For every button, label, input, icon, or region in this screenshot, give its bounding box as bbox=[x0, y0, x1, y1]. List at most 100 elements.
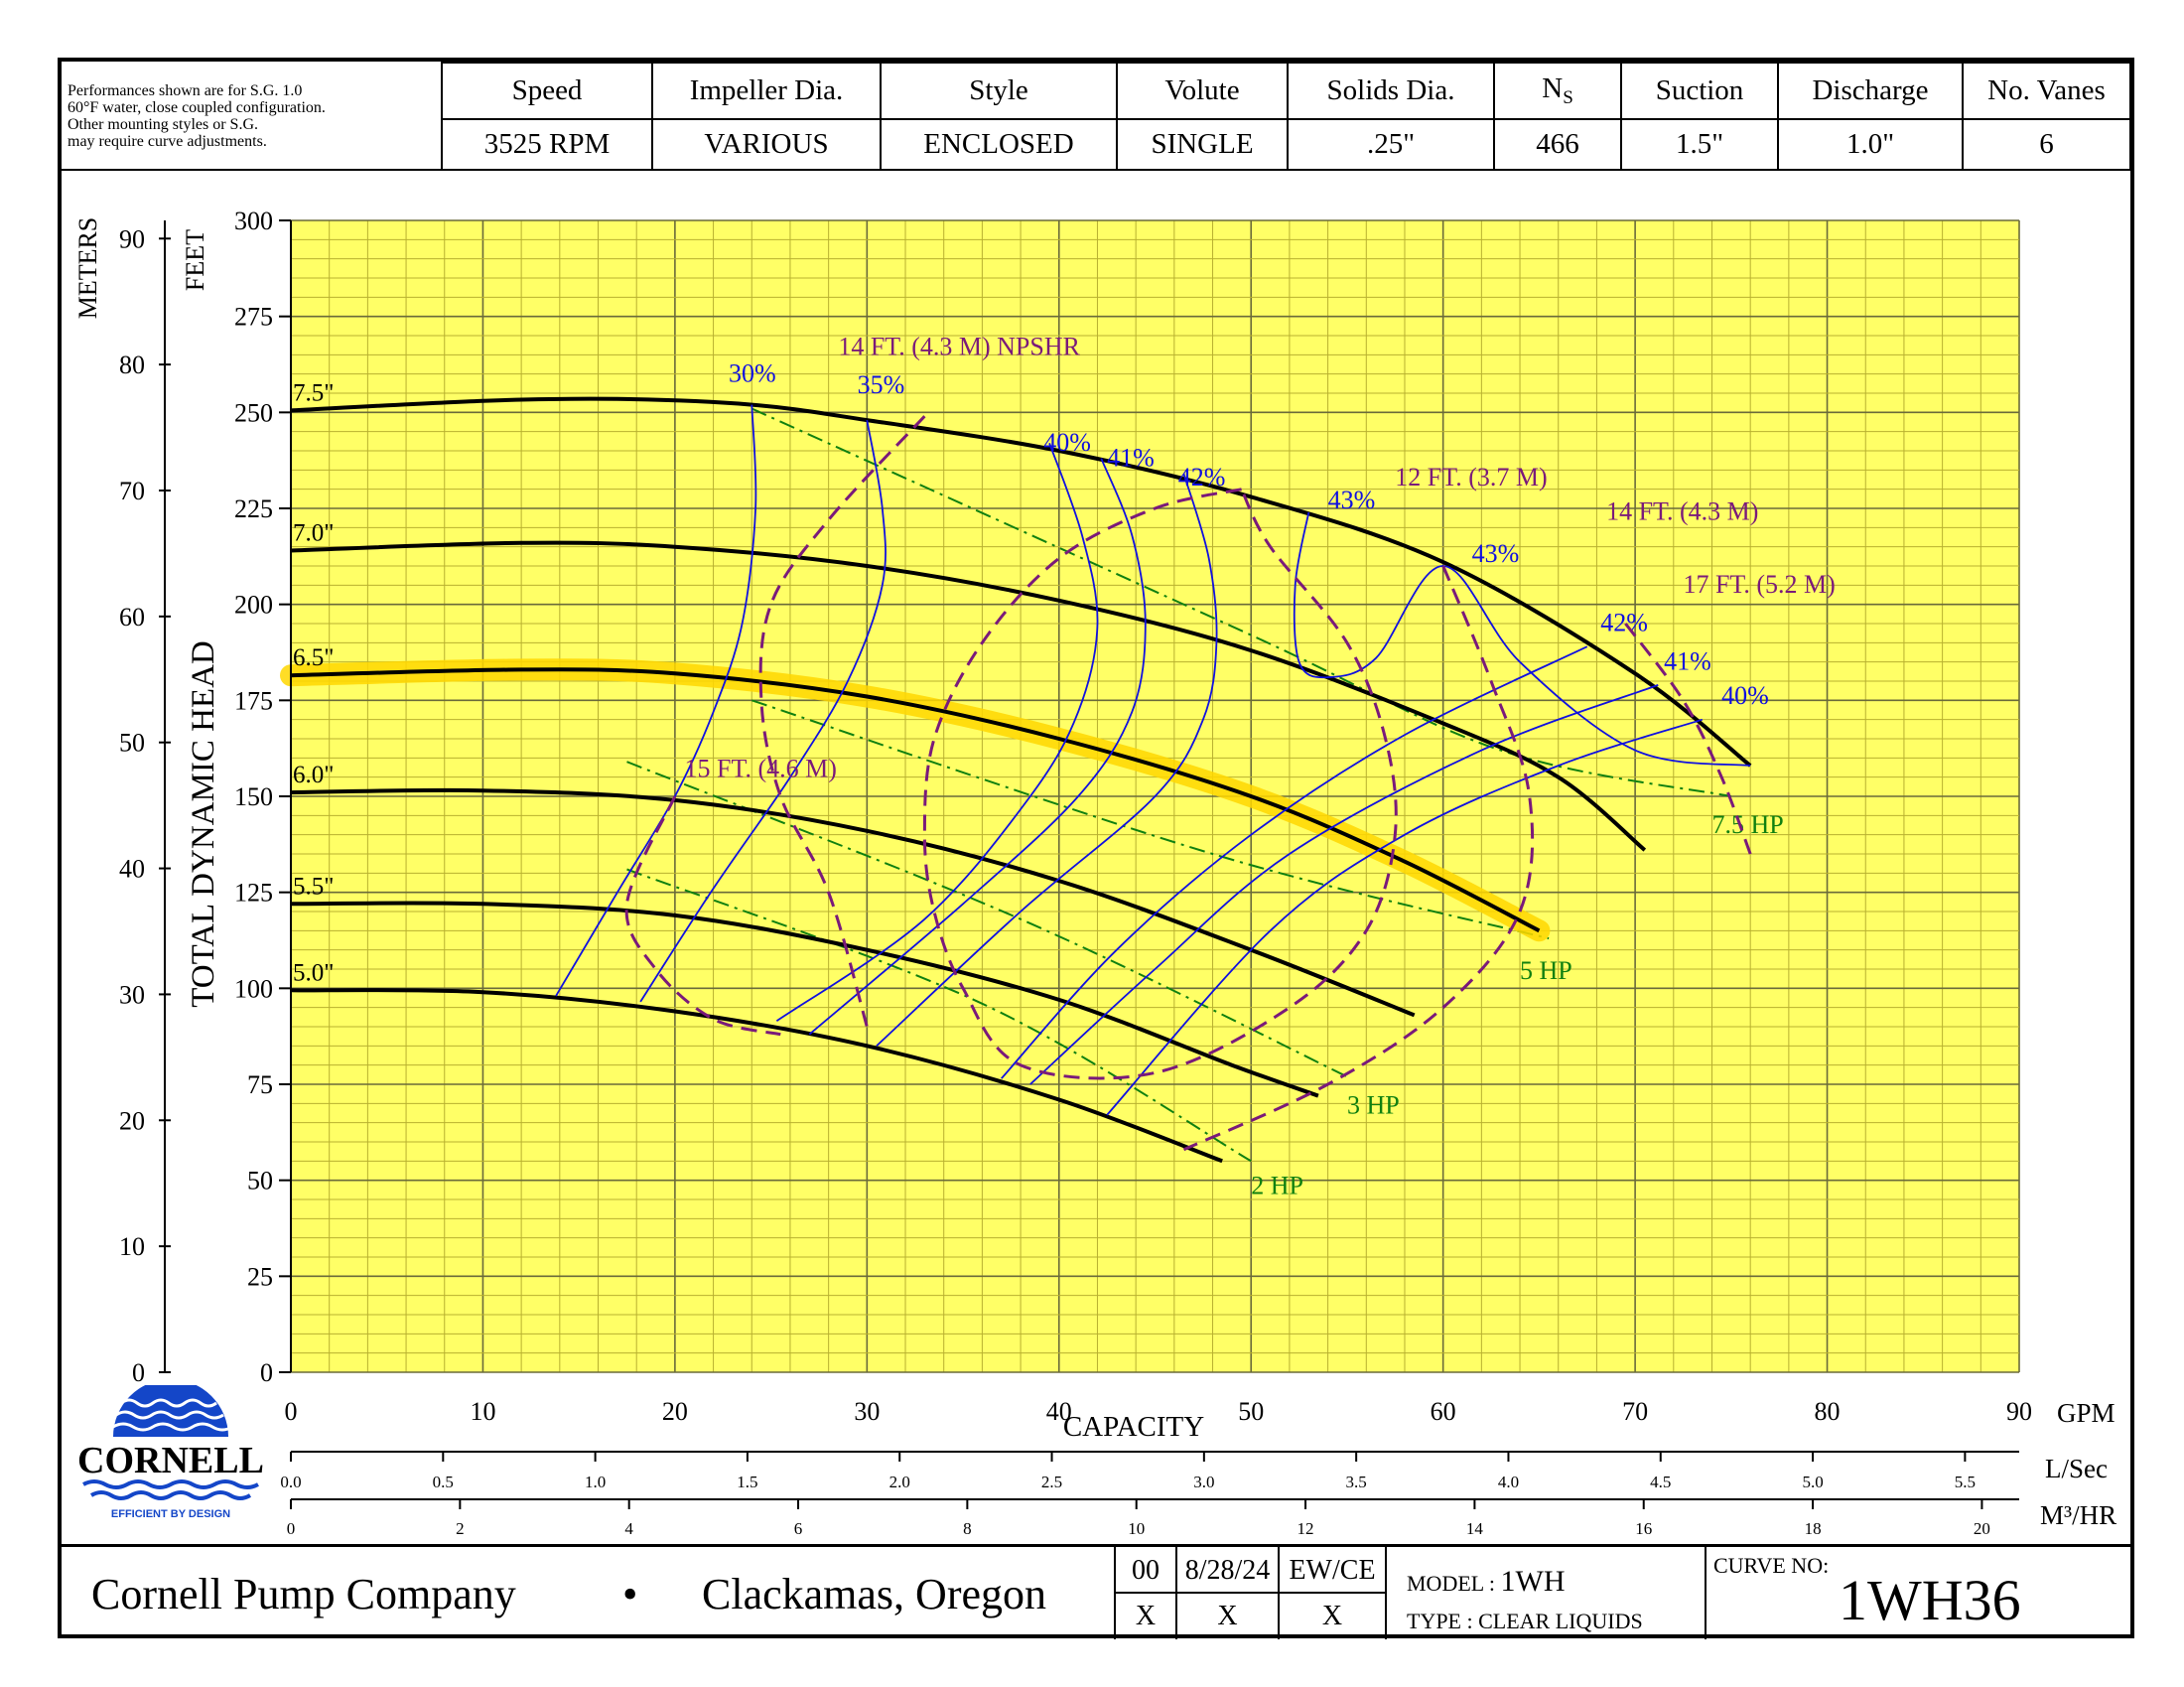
efficiency-label: 40% bbox=[1043, 428, 1091, 457]
grid bbox=[290, 219, 2020, 1373]
ns-label: NS bbox=[1493, 62, 1622, 120]
npshr-label: 12 FT. (3.7 M) bbox=[1395, 463, 1547, 492]
meters-tick-label: 30 bbox=[119, 980, 145, 1009]
efficiency-label: 30% bbox=[729, 358, 776, 387]
x-axis-title: CAPACITY bbox=[1063, 1411, 1204, 1443]
no-vanes-value: 6 bbox=[1962, 117, 2131, 172]
model-value: 1WH bbox=[1500, 1565, 1566, 1598]
y-tick-label: 175 bbox=[234, 686, 273, 715]
y-tick-label: 200 bbox=[234, 591, 273, 620]
x-tick-label: 80 bbox=[1815, 1397, 1841, 1426]
meters-tick-label: 50 bbox=[119, 729, 145, 758]
logo-wave-icon bbox=[82, 1479, 259, 1489]
meters-axis-title: METERS bbox=[73, 217, 102, 320]
npshr-label: 15 FT. (4.6 M) bbox=[685, 755, 837, 783]
m3hr-unit: M³/HR bbox=[2040, 1500, 2116, 1530]
efficiency-label: 43% bbox=[1328, 486, 1376, 514]
meters-tick-label: 60 bbox=[119, 603, 145, 632]
y-tick-label: 100 bbox=[234, 974, 273, 1003]
logo-wave-icon bbox=[89, 1490, 252, 1500]
lsec-tick-label: 0.0 bbox=[280, 1473, 301, 1491]
y-tick-label: 300 bbox=[234, 207, 273, 235]
npshr-curve bbox=[1624, 623, 1752, 855]
speed-label: Speed bbox=[441, 62, 653, 120]
meters-tick-label: 90 bbox=[119, 224, 145, 253]
npshr-curve bbox=[922, 488, 1398, 1080]
impeller-label: 5.0" bbox=[293, 959, 334, 986]
impeller-label: 5.5" bbox=[293, 873, 334, 900]
logo-wave-icon bbox=[120, 1398, 217, 1408]
m3hr-tick-label: 14 bbox=[1466, 1519, 1484, 1538]
note-line: 60°F water, close coupled configuration. bbox=[68, 98, 326, 116]
note-line: Performances shown are for S.G. 1.0 bbox=[68, 81, 303, 99]
logo-tagline: EFFICIENT BY DESIGN bbox=[111, 1508, 230, 1520]
curve-no-label: CURVE NO: bbox=[1713, 1553, 1830, 1578]
npshr-curve bbox=[624, 795, 781, 1037]
discharge-value: 1.0" bbox=[1777, 117, 1964, 172]
efficiency-curve bbox=[555, 404, 757, 997]
meters-tick-label: 40 bbox=[119, 855, 145, 884]
efficiency-curve bbox=[1029, 684, 1659, 1085]
rev-number: 00 bbox=[1132, 1555, 1160, 1586]
lsec-tick-label: 3.0 bbox=[1193, 1473, 1214, 1491]
axes: 0255075100125150175200225250275300010203… bbox=[119, 207, 2032, 1538]
lsec-tick-label: 4.5 bbox=[1650, 1473, 1671, 1491]
rev-date: 8/28/24 bbox=[1184, 1555, 1271, 1586]
npshr-curve bbox=[1182, 565, 1535, 1152]
meters-tick-label: 70 bbox=[119, 477, 145, 505]
m3hr-tick-label: 20 bbox=[1974, 1519, 1990, 1538]
npshr-label: 14 FT. (4.3 M) bbox=[1606, 497, 1758, 526]
volute-value: SINGLE bbox=[1116, 117, 1289, 172]
efficiency-curves: 30% 35% 40% 41% 42% 43% 43% 42% 41% 40% bbox=[555, 358, 1769, 1116]
logo-name: CORNELL bbox=[77, 1440, 264, 1481]
lsec-tick-label: 5.5 bbox=[1955, 1473, 1976, 1491]
y-tick-label: 275 bbox=[234, 303, 273, 332]
efficiency-label: 35% bbox=[858, 370, 905, 399]
m3hr-tick-label: 8 bbox=[963, 1519, 972, 1538]
logo-wave-icon bbox=[115, 1410, 224, 1420]
bullet: • bbox=[622, 1570, 638, 1618]
volute-label: Volute bbox=[1116, 62, 1289, 120]
impeller-label: 7.0" bbox=[293, 520, 334, 547]
lsec-tick-label: 2.5 bbox=[1041, 1473, 1062, 1491]
y-tick-label: 225 bbox=[234, 494, 273, 523]
hp-lines: 7.5 HP 5 HP 3 HP 2 HP bbox=[626, 407, 1784, 1200]
x-tick-label: 50 bbox=[1238, 1397, 1264, 1426]
spec-table: Performances shown are for S.G. 1.0 60°F… bbox=[62, 62, 2131, 172]
x-tick-label: 40 bbox=[1046, 1397, 1072, 1426]
meters-tick-label: 20 bbox=[119, 1106, 145, 1135]
note-line: Other mounting styles or S.G. bbox=[68, 115, 258, 133]
efficiency-curve bbox=[1293, 511, 1751, 767]
meters-tick-label: 80 bbox=[119, 351, 145, 379]
efficiency-curve bbox=[876, 473, 1218, 1047]
efficiency-curve bbox=[1001, 645, 1588, 1079]
lsec-tick-label: 0.5 bbox=[433, 1473, 454, 1491]
gpm-unit: GPM bbox=[2057, 1398, 2116, 1428]
company-city: Clackamas, Oregon bbox=[702, 1570, 1046, 1618]
efficiency-curve bbox=[639, 419, 887, 1003]
rev-initials: EW/CE bbox=[1289, 1555, 1376, 1586]
impeller-dia-label: Impeller Dia. bbox=[651, 62, 882, 120]
hp-label: 3 HP bbox=[1347, 1090, 1400, 1119]
company-name: Cornell Pump Company bbox=[91, 1570, 516, 1618]
x-tick-label: 60 bbox=[1431, 1397, 1456, 1426]
rev-divider bbox=[1114, 1592, 1387, 1594]
efficiency-curve bbox=[775, 442, 1099, 1022]
hp-label: 7.5 HP bbox=[1711, 810, 1783, 839]
impeller-curve bbox=[290, 396, 1752, 768]
suction-label: Suction bbox=[1620, 62, 1779, 120]
impeller-label: 6.0" bbox=[293, 762, 334, 788]
note-line: may require curve adjustments. bbox=[68, 132, 267, 150]
m3hr-tick-label: 10 bbox=[1128, 1519, 1145, 1538]
efficiency-label: 41% bbox=[1664, 646, 1711, 675]
m3hr-tick-label: 12 bbox=[1297, 1519, 1314, 1538]
impeller-label: 7.5" bbox=[293, 379, 334, 406]
x-tick-label: 70 bbox=[1622, 1397, 1648, 1426]
rev-mark: X bbox=[1217, 1601, 1238, 1631]
logo-dome-icon bbox=[113, 1385, 228, 1437]
m3hr-tick-label: 16 bbox=[1635, 1519, 1652, 1538]
performance-note: Performances shown are for S.G. 1.0 60°F… bbox=[62, 63, 443, 171]
hp-label: 2 HP bbox=[1251, 1172, 1303, 1200]
lsec-tick-label: 5.0 bbox=[1802, 1473, 1823, 1491]
cornell-logo: CORNELL EFFICIENT BY DESIGN bbox=[77, 1385, 264, 1520]
